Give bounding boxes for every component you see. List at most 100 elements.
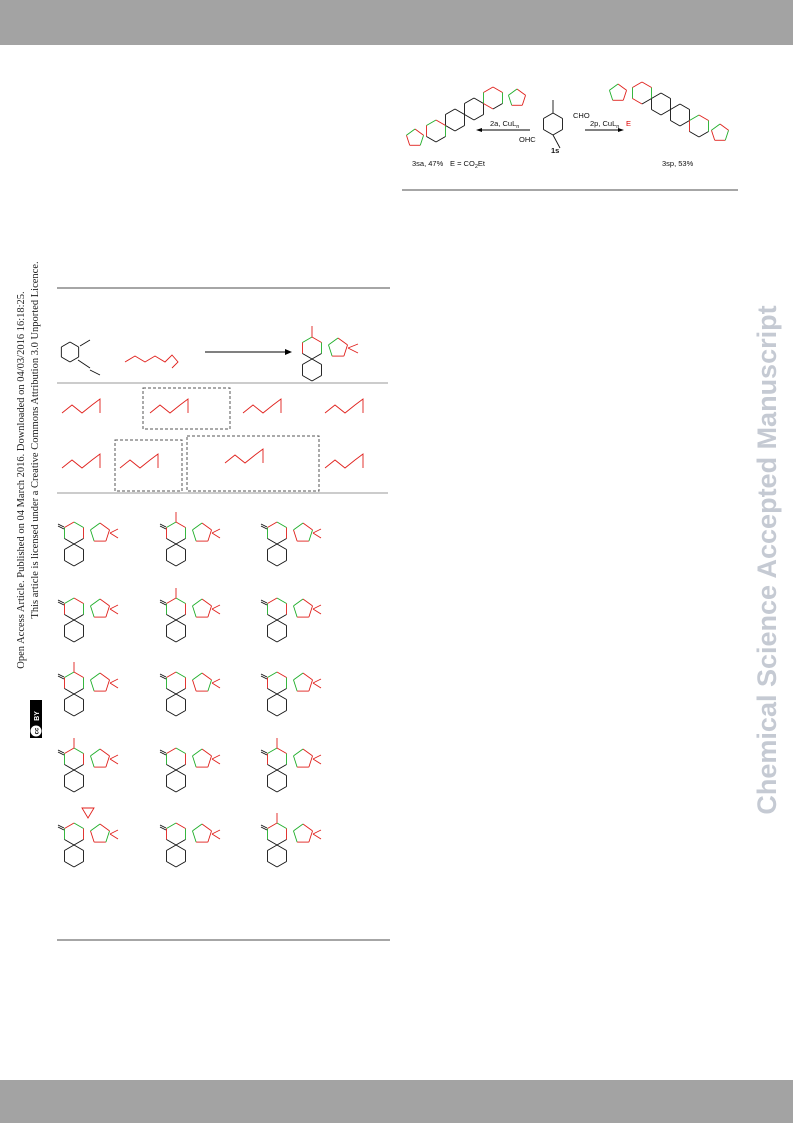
bond: [166, 764, 177, 771]
bond: [175, 861, 186, 868]
bond: [211, 754, 221, 760]
bond: [276, 560, 287, 567]
bond: [89, 369, 101, 376]
bond: [267, 619, 278, 626]
bond: [73, 538, 84, 545]
compound-label: 3sp, 53%: [662, 159, 694, 168]
bond: [166, 538, 177, 545]
bond: [464, 97, 475, 104]
bond: [312, 758, 322, 765]
bond: [293, 679, 298, 692]
bond: [64, 538, 75, 545]
bond: [159, 599, 167, 604]
bond: [276, 786, 287, 793]
bond: [175, 786, 186, 793]
watermark: Chemical Science Accepted Manuscript: [752, 305, 782, 814]
bond: [73, 693, 84, 700]
bond: [175, 822, 186, 829]
bond: [276, 538, 287, 545]
bond: [109, 833, 119, 840]
bond: [276, 822, 287, 829]
bond: [64, 688, 75, 695]
bond: [302, 748, 313, 757]
definition-text: E = CO: [450, 159, 475, 168]
bond: [711, 123, 721, 131]
bond: [90, 679, 95, 692]
bond: [175, 844, 186, 851]
bond: [454, 108, 465, 115]
arrow-head: [285, 349, 292, 355]
ring: [81, 807, 95, 819]
bond: [57, 751, 65, 756]
chain: [324, 398, 364, 414]
chain: [242, 398, 282, 414]
bond: [175, 636, 186, 643]
chain: [324, 453, 364, 469]
bond: [267, 747, 278, 754]
bond: [260, 523, 268, 528]
bond: [302, 598, 313, 607]
bond: [276, 521, 287, 528]
bond: [73, 769, 84, 776]
bond: [622, 90, 627, 101]
bond: [166, 747, 177, 754]
by-text: BY: [34, 711, 41, 721]
group-label: OHC: [519, 135, 536, 144]
bond: [419, 135, 424, 146]
bond: [90, 672, 101, 681]
bond: [105, 605, 110, 618]
definition: E = CO2Et: [450, 159, 486, 170]
bond: [347, 347, 359, 354]
bond: [192, 672, 203, 681]
bond: [328, 337, 339, 346]
bond: [201, 748, 212, 757]
bond: [192, 679, 197, 692]
bond: [679, 103, 690, 110]
bond: [337, 337, 348, 346]
bond: [73, 839, 84, 846]
bond: [293, 823, 304, 832]
bond: [670, 103, 681, 110]
bond: [73, 688, 84, 695]
bond: [99, 748, 110, 757]
bond: [90, 529, 95, 542]
bond: [312, 682, 322, 689]
bond: [73, 597, 84, 604]
bond: [260, 599, 268, 604]
bond: [508, 95, 513, 106]
bond: [175, 693, 186, 700]
bond: [267, 636, 278, 643]
bond: [267, 844, 278, 851]
bond: [109, 532, 119, 539]
bond: [61, 356, 71, 363]
bond: [166, 822, 177, 829]
bond: [109, 682, 119, 689]
bond: [90, 823, 101, 832]
bond: [57, 826, 65, 831]
bond: [276, 543, 287, 550]
bond: [473, 97, 484, 104]
bond: [166, 636, 177, 643]
bond: [293, 755, 298, 768]
bond: [175, 710, 186, 717]
bond: [166, 521, 177, 528]
bond: [435, 136, 446, 143]
bond: [90, 598, 101, 607]
bond: [543, 129, 554, 136]
bond: [609, 90, 614, 101]
bond: [689, 131, 700, 138]
bond: [552, 129, 563, 136]
bond: [483, 86, 494, 93]
bond: [302, 336, 313, 343]
bond: [302, 358, 313, 365]
bond: [166, 688, 177, 695]
bond: [57, 673, 65, 678]
bond: [69, 341, 79, 348]
bond: [159, 751, 167, 756]
bond: [201, 823, 212, 832]
bond: [276, 597, 287, 604]
bond: [207, 529, 212, 542]
bond: [267, 538, 278, 545]
bond: [159, 601, 167, 606]
compound-label: 1s: [551, 146, 559, 155]
